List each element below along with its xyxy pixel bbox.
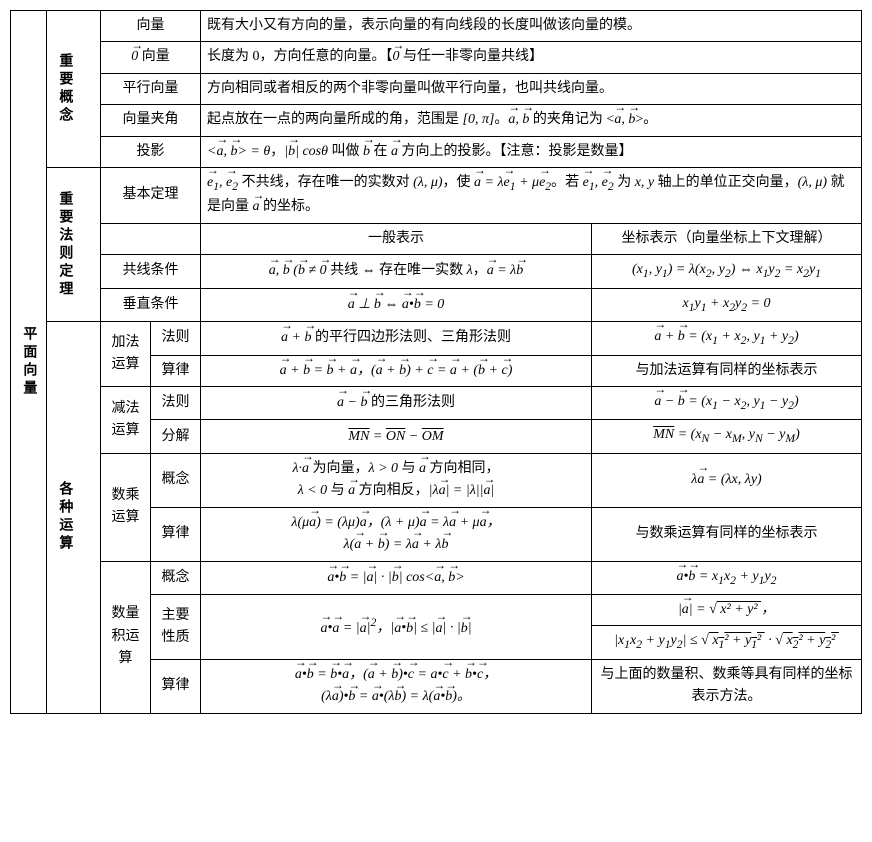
add-r2-h: 算律	[151, 355, 201, 386]
section-1: 重要概念	[47, 11, 101, 168]
vector-summary-table: 平面向量 重要概念 向量 既有大小又有方向的量，表示向量的有向线段的长度叫做该向…	[10, 10, 862, 714]
sca-r2-g: λ(μa) = (λμ)a，(λ + μ)a = λa + μa，λ(a + b…	[201, 507, 592, 561]
sub-r1-h: 法则	[151, 387, 201, 420]
dot-r3-g: a•b = b•a，(a + b)•c = a•c + b•c，(λa)•b =…	[201, 659, 592, 713]
section-2: 重要法则定理	[47, 167, 101, 321]
add-h: 加法运算	[101, 322, 151, 387]
add-r1-h: 法则	[151, 322, 201, 355]
add-r2-g: a + b = b + a，(a + b) + c = a + (b + c)	[201, 355, 592, 386]
sub-r2-g: MN = ON − OM	[201, 420, 592, 453]
add-r1-c: a + b = (x1 + x2, y1 + y2)	[592, 322, 862, 355]
dot-r1-c: a•b = x1x2 + y1y2	[592, 561, 862, 594]
sca-r1-c: λa = (λx, λy)	[592, 453, 862, 507]
sub-r1-g: a − b 的三角形法则	[201, 387, 592, 420]
dot-r2-c1: |a| = √ x² + y² ，	[592, 594, 862, 625]
s2-r1-c: e1, e2 不共线，存在唯一的实数对 (λ, μ)，使 a = λe1 + μ…	[201, 167, 862, 223]
s1-r2-h: 0 向量	[101, 42, 201, 73]
s1-r4-h: 向量夹角	[101, 105, 201, 136]
s1-r3-h: 平行向量	[101, 73, 201, 104]
dot-r2-h: 主要性质	[151, 594, 201, 659]
sca-r1-g: λ·a 为向量，λ > 0 与 a 方向相同，λ < 0 与 a 方向相反，|λ…	[201, 453, 592, 507]
s2-r2-c: (x1, y1) = λ(x2, y2) ⇔ x1y2 = x2y1	[592, 255, 862, 288]
s2-r3-g: a ⊥ b ⇔ a•b = 0	[201, 288, 592, 321]
sca-h: 数乘运算	[101, 453, 151, 561]
col-title: 平面向量	[11, 11, 47, 714]
s1-r5-h: 投影	[101, 136, 201, 167]
s2-r2-h: 共线条件	[101, 255, 201, 288]
s1-r2-c: 长度为 0，方向任意的向量。【0 与任一非零向量共线】	[201, 42, 862, 73]
s2-r2-g: a, b (b ≠ 0 共线 ⇔ 存在唯一实数 λ，a = λb	[201, 255, 592, 288]
dot-r3-c: 与上面的数量积、数乘等具有同样的坐标表示方法。	[592, 659, 862, 713]
sca-r2-c: 与数乘运算有同样的坐标表示	[592, 507, 862, 561]
add-r1-g: a + b 的平行四边形法则、三角形法则	[201, 322, 592, 355]
sub-r2-c: MN = (xN − xM, yN − yM)	[592, 420, 862, 453]
sub-r1-c: a − b = (x1 − x2, y1 − y2)	[592, 387, 862, 420]
add-r2-c: 与加法运算有同样的坐标表示	[592, 355, 862, 386]
hdr-general: 一般表示	[201, 223, 592, 254]
dot-r3-h: 算律	[151, 659, 201, 713]
dot-r2-g: a•a = |a|2，|a•b| ≤ |a| · |b|	[201, 594, 592, 659]
sca-r1-h: 概念	[151, 453, 201, 507]
s2-r3-h: 垂直条件	[101, 288, 201, 321]
sub-h: 减法运算	[101, 387, 151, 454]
s2-r1-h: 基本定理	[101, 167, 201, 223]
s2-r3-c: x1y1 + x2y2 = 0	[592, 288, 862, 321]
dot-r2-c2: |x1x2 + y1y2| ≤ √ x1² + y1² · √ x2² + y2…	[592, 626, 862, 659]
sca-r2-h: 算律	[151, 507, 201, 561]
sub-r2-h: 分解	[151, 420, 201, 453]
s1-r1-h: 向量	[101, 11, 201, 42]
dot-h: 数量积运算	[101, 561, 151, 713]
s1-r1-c: 既有大小又有方向的量，表示向量的有向线段的长度叫做该向量的模。	[201, 11, 862, 42]
hdr-coord: 坐标表示（向量坐标上下文理解）	[592, 223, 862, 254]
section-3: 各种运算	[47, 322, 101, 713]
dot-r1-h: 概念	[151, 561, 201, 594]
dot-r1-g: a•b = |a| · |b| cos<a, b>	[201, 561, 592, 594]
s1-r5-c: <a, b> = θ，|b| cosθ 叫做 b 在 a 方向上的投影。【注意：…	[201, 136, 862, 167]
